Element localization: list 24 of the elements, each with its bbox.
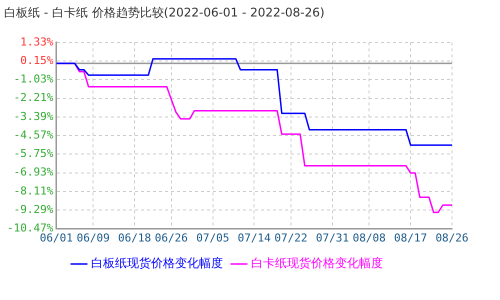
x-tick-label: 07/22 (274, 231, 308, 244)
legend-label: 白卡纸现货价格变化幅度 (251, 256, 383, 270)
x-tick-label: 06/09 (76, 231, 110, 244)
x-tick-label: 08/08 (352, 231, 386, 244)
y-tick-label: 0.15% (20, 54, 54, 67)
x-tick-label: 07/05 (196, 231, 230, 244)
x-tick-label: 08/17 (394, 231, 428, 244)
y-tick-label: 1.33% (20, 35, 54, 48)
y-tick-label: -4.57% (14, 128, 54, 142)
legend-label: 白板纸现货价格变化幅度 (91, 256, 223, 270)
x-tick-label: 06/26 (154, 231, 188, 244)
y-tick-label: -5.75% (14, 147, 54, 160)
x-tick-label: 08/26 (435, 231, 469, 244)
x-tick-label: 07/14 (238, 231, 272, 244)
y-tick-label: -1.03% (14, 72, 54, 86)
y-tick-label: -6.93% (14, 166, 54, 179)
x-tick-label: 06/01 (40, 231, 73, 244)
chart-title: 白板纸 - 白卡纸 价格趋势比较(2022-06-01 - 2022-08-26) (4, 5, 325, 20)
x-tick-label: 06/18 (118, 231, 152, 244)
y-tick-label: -3.39% (14, 110, 54, 123)
x-tick-label: 07/31 (316, 231, 349, 244)
y-tick-label: -8.11% (14, 184, 54, 198)
y-tick-label: -2.21% (14, 91, 54, 104)
y-tick-label: -9.29% (14, 203, 54, 216)
